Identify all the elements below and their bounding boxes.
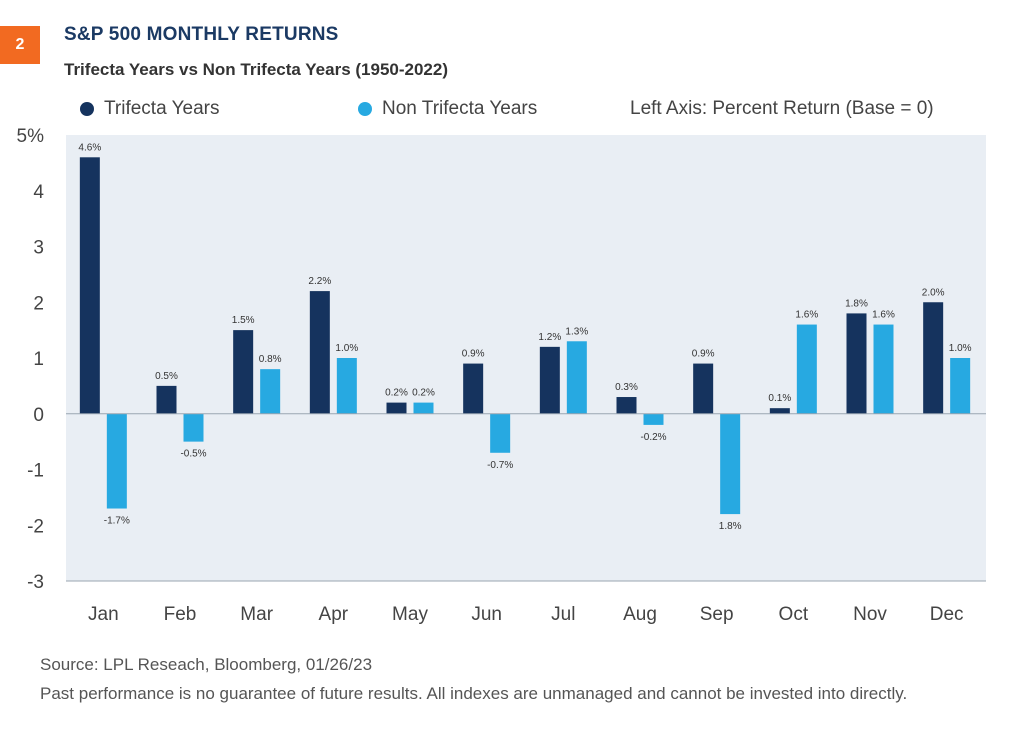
- data-label: -1.7%: [104, 516, 130, 527]
- bar-trifecta: [539, 346, 560, 414]
- disclaimer-note: Past performance is no guarantee of futu…: [40, 684, 908, 703]
- legend-dot-non-trifecta: [358, 102, 372, 116]
- bar-non-trifecta: [873, 324, 894, 414]
- data-label: 1.8%: [719, 521, 742, 532]
- data-label: 2.0%: [922, 287, 945, 298]
- bar-non-trifecta: [720, 413, 741, 515]
- data-label: 0.1%: [768, 393, 791, 404]
- bar-non-trifecta: [183, 413, 204, 442]
- data-label: 0.5%: [155, 371, 178, 382]
- data-label: -0.7%: [487, 460, 513, 471]
- bar-trifecta: [846, 313, 867, 414]
- legend-item-non-trifecta: Non Trifecta Years: [358, 98, 537, 120]
- x-tick-label: Aug: [623, 604, 657, 625]
- data-label: 0.3%: [615, 382, 638, 393]
- data-label: 1.5%: [232, 315, 255, 326]
- x-tick-label: Apr: [319, 604, 349, 625]
- x-tick-label: Jun: [471, 604, 502, 625]
- data-label: 0.9%: [692, 349, 715, 360]
- x-tick-label: Mar: [240, 604, 273, 625]
- data-label: 1.3%: [565, 326, 588, 337]
- x-tick-label: Nov: [853, 604, 887, 625]
- y-tick-label: 1: [33, 349, 44, 370]
- y-tick-label: -2: [27, 516, 44, 537]
- bar-non-trifecta: [106, 413, 127, 509]
- bar-non-trifecta: [490, 413, 511, 453]
- data-label: -0.2%: [640, 432, 666, 443]
- bar-non-trifecta: [950, 358, 971, 414]
- chart-subtitle: Trifecta Years vs Non Trifecta Years (19…: [64, 60, 449, 79]
- y-tick-label: -1: [27, 461, 44, 482]
- x-tick-label: Oct: [779, 604, 809, 625]
- x-tick-label: Jul: [551, 604, 575, 625]
- data-label: 1.8%: [845, 298, 868, 309]
- bar-trifecta: [693, 363, 714, 414]
- bar-non-trifecta: [260, 369, 281, 414]
- legend-label-trifecta: Trifecta Years: [104, 98, 220, 119]
- bar-trifecta: [309, 291, 330, 414]
- data-label: 1.0%: [335, 343, 358, 354]
- y-tick-label: 2: [33, 293, 44, 314]
- x-tick-label: May: [392, 604, 428, 625]
- bar-non-trifecta: [796, 324, 817, 414]
- data-label: 0.8%: [259, 354, 282, 365]
- plot-area: [66, 135, 986, 581]
- data-label: -0.5%: [180, 449, 206, 460]
- bar-non-trifecta: [643, 413, 664, 425]
- bar-trifecta: [79, 157, 100, 414]
- data-label: 1.6%: [872, 310, 895, 321]
- data-label: 1.0%: [949, 343, 972, 354]
- y-tick-label: 0: [33, 405, 44, 426]
- data-label: 1.2%: [538, 332, 561, 343]
- x-tick-label: Dec: [930, 604, 964, 625]
- data-label: 2.2%: [308, 276, 331, 287]
- legend-item-trifecta: Trifecta Years: [80, 98, 219, 120]
- y-tick-label: 4: [33, 182, 44, 203]
- bar-trifecta: [769, 408, 790, 414]
- data-label: 0.2%: [412, 388, 435, 399]
- y-tick-label: 5%: [17, 126, 45, 147]
- legend-dot-trifecta: [80, 102, 94, 116]
- bar-non-trifecta: [413, 402, 434, 414]
- figure-number-badge: 2: [0, 26, 40, 64]
- bar-non-trifecta: [566, 341, 587, 414]
- chart-title: S&P 500 MONTHLY RETURNS: [64, 24, 339, 45]
- data-label: 1.6%: [795, 310, 818, 321]
- data-label: 0.9%: [462, 349, 485, 360]
- data-label: 0.2%: [385, 388, 408, 399]
- bar-trifecta: [156, 385, 177, 414]
- bar-trifecta: [386, 402, 407, 414]
- source-note: Source: LPL Reseach, Bloomberg, 01/26/23: [40, 655, 373, 674]
- bar-non-trifecta: [336, 358, 357, 414]
- data-label: 4.6%: [78, 142, 101, 153]
- x-tick-label: Jan: [88, 604, 119, 625]
- bar-trifecta: [923, 302, 944, 414]
- axis-note: Left Axis: Percent Return (Base = 0): [630, 98, 934, 119]
- bar-trifecta: [233, 330, 254, 414]
- x-tick-label: Sep: [700, 604, 734, 625]
- y-tick-label: 3: [33, 238, 44, 259]
- bar-trifecta: [463, 363, 484, 414]
- y-tick-label: -3: [27, 572, 44, 593]
- legend-label-non-trifecta: Non Trifecta Years: [382, 98, 538, 119]
- x-tick-label: Feb: [164, 604, 197, 625]
- bar-trifecta: [616, 397, 637, 414]
